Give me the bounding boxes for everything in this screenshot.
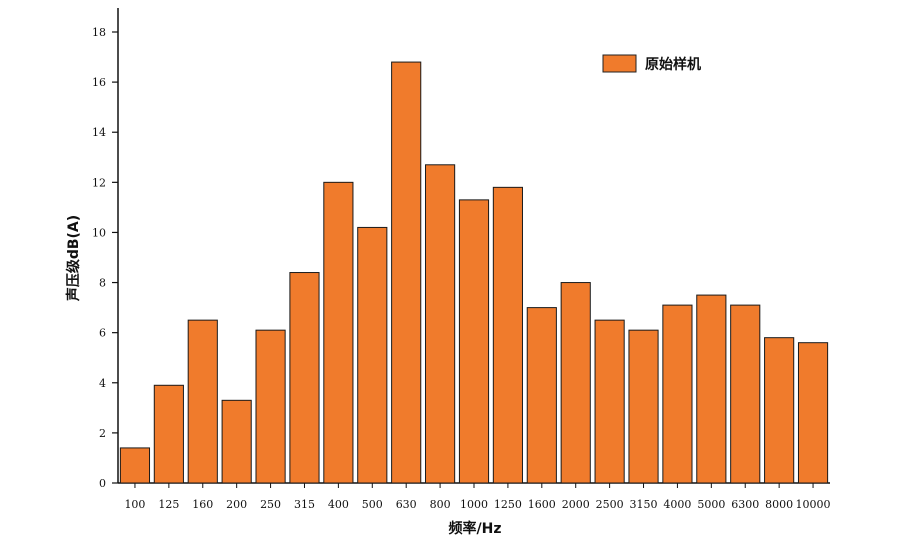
y-axis-label: 声压级dB(A) (65, 215, 82, 302)
x-tick-label: 800 (430, 498, 451, 511)
x-tick-label: 100 (124, 498, 145, 511)
y-tick-label: 6 (99, 327, 106, 340)
bar-200 (221, 399, 252, 484)
legend: 原始样机 (602, 54, 701, 73)
bar-400 (323, 181, 354, 484)
bar-315 (289, 272, 320, 484)
x-tick-label: 1000 (460, 498, 488, 511)
legend-swatch (602, 54, 637, 73)
y-tick-label: 12 (92, 176, 106, 189)
y-tick-label: 16 (92, 76, 106, 89)
bar-160 (187, 319, 218, 484)
x-tick-label: 8000 (765, 498, 793, 511)
x-tick-label: 630 (396, 498, 417, 511)
y-axis: 0 2 4 6 8 10 12 14 16 18 (92, 8, 119, 490)
bar-4000 (662, 304, 693, 484)
y-tick-label: 18 (92, 26, 106, 39)
y-tick-label: 0 (99, 477, 106, 490)
x-tick-label: 400 (328, 498, 349, 511)
x-tick-label: 3150 (630, 498, 658, 511)
bar-1600 (526, 307, 557, 484)
bar-125 (153, 384, 184, 484)
bar-100 (119, 447, 151, 484)
y-tick-label: 2 (99, 427, 106, 440)
y-tick-label: 8 (99, 277, 106, 290)
x-tick-label: 1600 (528, 498, 556, 511)
x-tick-label: 2500 (596, 498, 624, 511)
bar-2500 (594, 319, 625, 484)
bar-6300 (730, 304, 761, 484)
bar-250 (255, 329, 286, 484)
bar-10000 (797, 342, 829, 484)
x-tick-label: 200 (226, 498, 247, 511)
bar-8000 (764, 337, 795, 484)
bar-630 (391, 61, 422, 484)
bar-800 (425, 164, 456, 484)
x-tick-label: 160 (192, 498, 213, 511)
x-tick-label: 125 (158, 498, 179, 511)
x-tick-label: 6300 (731, 498, 759, 511)
y-tick-label: 14 (92, 126, 106, 139)
x-tick-label: 5000 (697, 498, 725, 511)
x-tick-label: 4000 (663, 498, 691, 511)
x-tick-label: 250 (260, 498, 281, 511)
x-axis-label: 频率/Hz (449, 520, 502, 537)
bar-5000 (696, 294, 727, 484)
x-axis: 100 125 160 200 250 315 400 500 630 800 1000 1250 16… (118, 482, 831, 511)
bar-1000 (458, 199, 490, 484)
x-tick-label: 500 (362, 498, 383, 511)
x-tick-label: 1250 (494, 498, 522, 511)
bar-2000 (560, 282, 591, 484)
y-tick-label: 4 (99, 377, 106, 390)
x-tick-label: 10000 (796, 498, 831, 511)
legend-label: 原始样机 (645, 56, 701, 73)
bar-500 (357, 226, 388, 484)
y-tick-label: 10 (92, 226, 106, 239)
x-tick-label: 315 (294, 498, 315, 511)
bars (119, 61, 829, 484)
x-tick-label: 2000 (562, 498, 590, 511)
bar-1250 (492, 186, 523, 484)
bar-3150 (628, 329, 659, 484)
